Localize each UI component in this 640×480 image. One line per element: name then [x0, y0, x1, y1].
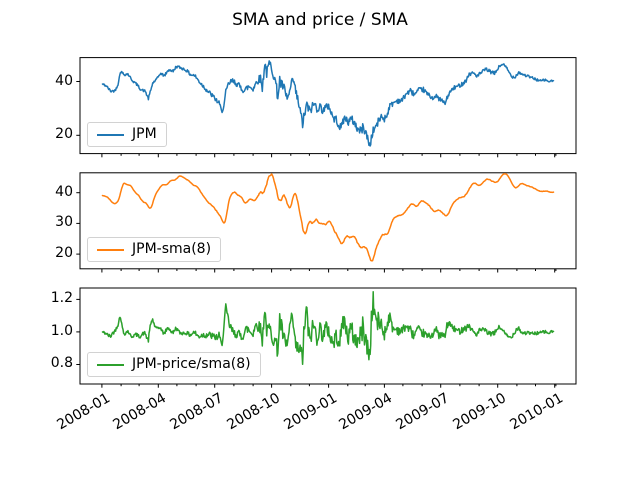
legend-label-sma: JPM-sma(8)	[132, 241, 212, 257]
y-tick-label: 1.0	[50, 323, 73, 339]
legend-line-sample-price	[97, 133, 124, 136]
subplot-0-x-ticks	[76, 81, 557, 158]
y-tick-label: 20	[55, 245, 73, 261]
y-tick-label: 40	[55, 184, 73, 200]
legend-line-sample-sma	[97, 248, 124, 251]
subplot-0-border	[79, 57, 577, 155]
y-tick-label: 20	[55, 126, 73, 142]
subplot-1-border	[79, 172, 577, 270]
legend-price: JPM	[87, 122, 167, 147]
y-tick-label: 1.2	[50, 290, 73, 306]
y-tick-label: 30	[55, 214, 73, 230]
legend-label-ratio: JPM-price/sma(8)	[132, 356, 251, 372]
series-line-sma	[101, 173, 555, 262]
subplot-1-x-ticks	[76, 192, 557, 273]
series-line-ratio	[101, 291, 555, 366]
series-line-price	[101, 60, 555, 147]
legend-sma: JPM-sma(8)	[87, 237, 222, 262]
y-tick-label: 0.8	[50, 355, 73, 371]
y-tick-label: 40	[55, 73, 73, 89]
legend-label-price: JPM	[132, 126, 157, 142]
legend-ratio: JPM-price/sma(8)	[87, 352, 261, 377]
chart-title: SMA and price / SMA	[232, 10, 408, 30]
subplot-2-x-ticks	[76, 298, 557, 388]
legend-line-sample-ratio	[97, 363, 124, 366]
subplot-2-border	[79, 287, 577, 385]
